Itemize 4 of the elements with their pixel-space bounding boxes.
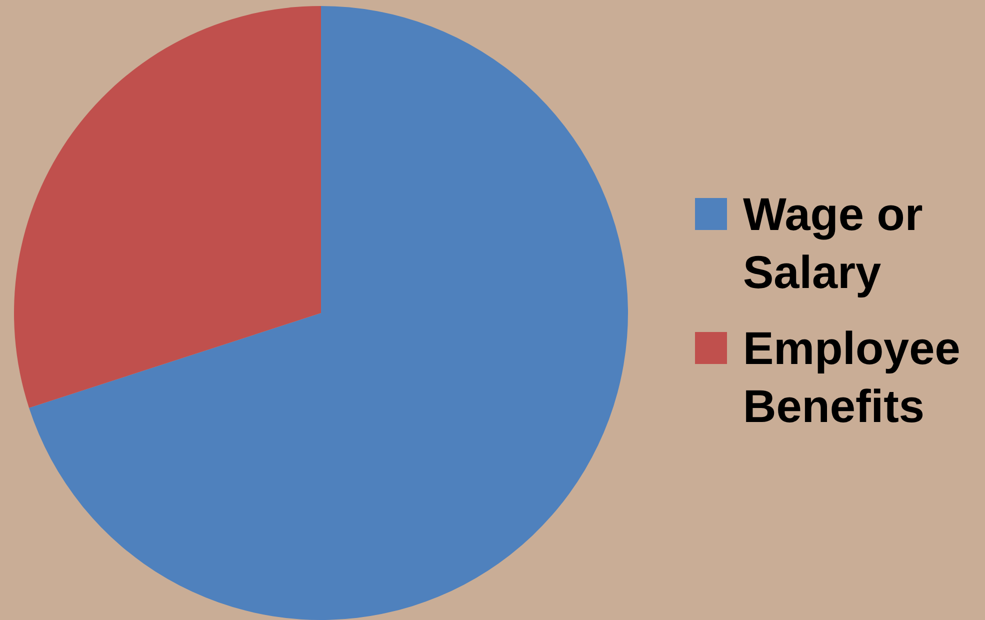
pie-slice: [29, 6, 628, 620]
legend-label: Employee Benefits: [743, 321, 962, 434]
legend-label: Wage or Salary: [743, 187, 924, 300]
pie-slice: [14, 6, 321, 408]
